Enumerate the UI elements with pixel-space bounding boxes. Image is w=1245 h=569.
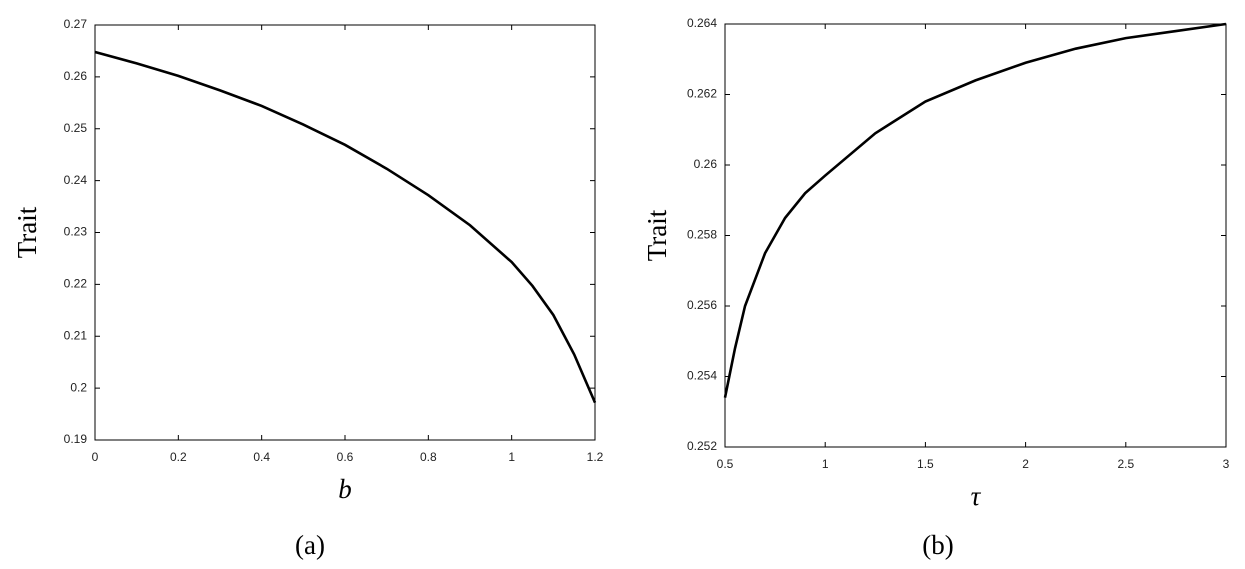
x-tick-label: 2.5 xyxy=(1117,457,1134,471)
y-tick-label: 0.254 xyxy=(687,369,717,383)
y-tick-label: 0.27 xyxy=(64,17,88,31)
y-tick-label: 0.24 xyxy=(64,173,88,187)
y-tick-label: 0.25 xyxy=(64,121,88,135)
x-axis-label: τ xyxy=(971,481,982,511)
y-tick-label: 0.19 xyxy=(64,432,88,446)
y-tick-label: 0.2 xyxy=(70,380,87,394)
x-tick-label: 0.2 xyxy=(170,450,187,464)
x-tick-label: 0.4 xyxy=(253,450,270,464)
y-tick-label: 0.264 xyxy=(687,16,717,30)
plot-frame xyxy=(724,23,1227,448)
x-tick-label: 1 xyxy=(508,450,515,464)
y-tick-label: 0.258 xyxy=(687,228,717,242)
x-tick-label: 0.8 xyxy=(420,450,437,464)
caption: (b) xyxy=(922,530,953,560)
x-tick-label: 0.5 xyxy=(717,457,734,471)
y-tick-label: 0.21 xyxy=(64,328,88,342)
y-axis-label: Trait xyxy=(642,209,672,261)
curve xyxy=(723,22,1227,398)
caption: (a) xyxy=(295,530,325,560)
y-tick-label: 0.262 xyxy=(687,87,717,101)
y-axis-label: Trait xyxy=(12,206,42,258)
x-tick-label: 0.6 xyxy=(337,450,354,464)
curve xyxy=(94,50,597,404)
x-tick-label: 0 xyxy=(92,450,99,464)
x-tick-label: 2 xyxy=(1022,457,1029,471)
y-tick-label: 0.252 xyxy=(687,439,717,453)
y-tick-label: 0.22 xyxy=(64,277,88,291)
y-tick-label: 0.26 xyxy=(64,69,88,83)
x-axis-label: b xyxy=(338,474,352,504)
y-tick-label: 0.26 xyxy=(694,157,718,171)
plot-frame xyxy=(94,24,596,441)
x-tick-label: 1.5 xyxy=(917,457,934,471)
x-tick-label: 1 xyxy=(822,457,829,471)
y-tick-label: 0.256 xyxy=(687,298,717,312)
x-tick-label: 3 xyxy=(1223,457,1230,471)
y-tick-label: 0.23 xyxy=(64,225,88,239)
x-tick-label: 1.2 xyxy=(587,450,604,464)
